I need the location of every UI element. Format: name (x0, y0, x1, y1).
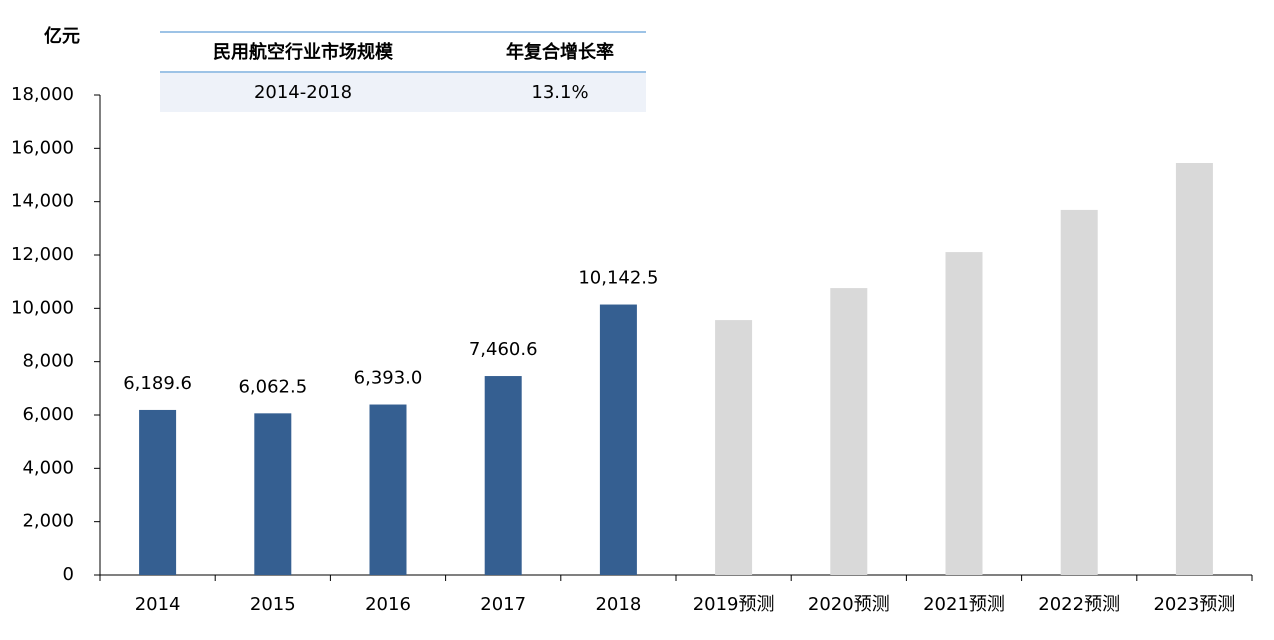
table-header: 民用航空行业市场规模 (213, 41, 394, 63)
bar (139, 409, 177, 575)
x-tick-label: 2020预测 (808, 594, 890, 615)
x-tick-label: 2022预测 (1038, 594, 1120, 615)
bar (1060, 209, 1098, 575)
x-tick-label: 2014 (135, 594, 181, 615)
x-tick-label: 2021预测 (923, 594, 1005, 615)
table-cell: 2014-2018 (254, 82, 352, 103)
bar (1175, 163, 1213, 575)
y-tick-label: 2,000 (22, 511, 74, 532)
table-header: 年复合增长率 (506, 41, 614, 63)
y-axis-unit: 亿元 (44, 25, 80, 47)
table-cell: 13.1% (531, 82, 588, 103)
y-tick-label: 16,000 (11, 137, 74, 158)
y-tick-label: 6,000 (22, 404, 74, 425)
x-tick-label: 2019预测 (693, 594, 775, 615)
bar (715, 320, 753, 575)
table-row-bg (160, 73, 646, 112)
bar (254, 413, 292, 575)
x-tick-label: 2015 (250, 594, 296, 615)
y-tick-label: 4,000 (22, 457, 74, 478)
y-tick-label: 10,000 (11, 297, 74, 318)
bar (484, 376, 522, 575)
x-tick-label: 2023预测 (1153, 594, 1235, 615)
data-label: 6,393.0 (354, 368, 423, 389)
data-label: 6,189.6 (123, 373, 192, 394)
y-tick-label: 0 (63, 564, 74, 585)
x-tick-label: 2017 (480, 594, 526, 615)
y-tick-label: 18,000 (11, 84, 74, 105)
data-label: 7,460.6 (469, 339, 538, 360)
bar (830, 288, 868, 575)
y-tick-label: 14,000 (11, 191, 74, 212)
data-label: 6,062.5 (238, 376, 307, 397)
data-label: 10,142.5 (578, 268, 658, 289)
y-tick-label: 8,000 (22, 351, 74, 372)
x-tick-label: 2016 (365, 594, 411, 615)
bar (599, 304, 637, 575)
x-tick-label: 2018 (595, 594, 641, 615)
y-tick-label: 12,000 (11, 244, 74, 265)
bar (369, 404, 407, 575)
bar (945, 252, 983, 576)
